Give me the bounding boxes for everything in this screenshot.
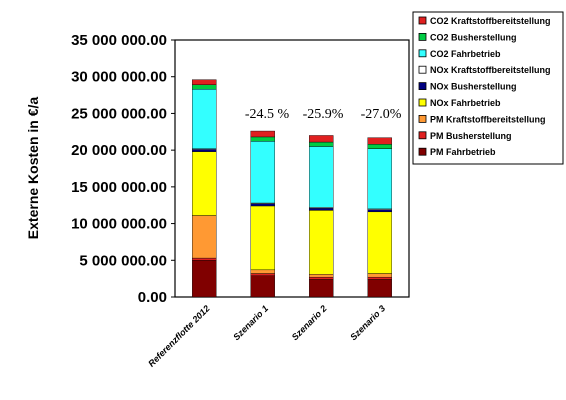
bar-segment <box>367 137 392 145</box>
legend-swatch <box>418 82 427 90</box>
legend-swatch <box>418 49 427 58</box>
bar-segment <box>192 257 217 261</box>
bar-segment <box>192 79 217 85</box>
x-tick-label: Szenario 1 <box>231 303 270 342</box>
y-tick-label: 30 000 000.00 <box>71 69 167 86</box>
legend-swatch <box>418 16 427 25</box>
bar-segment <box>367 276 392 280</box>
reduction-annotation: -25.9% <box>303 107 344 122</box>
bar-segment <box>250 141 275 204</box>
bar-segment <box>367 279 392 298</box>
bars <box>192 79 392 298</box>
bar-segment <box>250 136 275 142</box>
y-tick-label: 10 000 000.00 <box>71 216 167 233</box>
legend-label: NOx Fahrbetrieb <box>430 98 501 108</box>
legend-label: PM Busherstellung <box>430 131 512 141</box>
y-tick-label: 35 000 000.00 <box>71 32 167 49</box>
bar-segment <box>367 211 392 274</box>
bar-segment <box>250 275 275 298</box>
legend-label: CO2 Busherstellung <box>430 32 517 42</box>
legend-label: NOx Busherstellung <box>430 82 517 92</box>
y-tick-label: 15 000 000.00 <box>71 179 167 196</box>
legend-label: PM Fahrbetrieb <box>430 147 496 157</box>
y-axis-title-group: Externe Kosten in €/a <box>25 97 41 240</box>
legend-swatch <box>418 33 427 41</box>
y-tick-label: 25 000 000.00 <box>71 105 167 122</box>
legend-label: CO2 Fahrbetrieb <box>430 49 501 59</box>
bar-segment <box>309 274 334 278</box>
y-tick-label: 0.00 <box>138 289 167 306</box>
y-axis-ticks: 0.00 5 000 000.00 10 000 000.00 15 000 000.… <box>71 32 175 306</box>
bar-segment <box>309 146 334 208</box>
legend-label: PM Kraftstoffbereitstellung <box>430 114 546 124</box>
legend-label: CO2 Kraftstoffbereitstellung <box>430 16 551 26</box>
bar-segment <box>309 279 334 298</box>
reduction-annotation: -27.0% <box>361 107 402 122</box>
bar-segment <box>309 135 334 143</box>
legend-swatch <box>418 65 427 74</box>
bar-segment <box>367 273 392 278</box>
bar-segment <box>192 84 217 90</box>
y-tick-label: 5 000 000.00 <box>79 252 167 269</box>
legend-swatch <box>418 147 427 156</box>
x-tick-label: Szenario 2 <box>290 303 329 342</box>
bar-segment <box>250 273 275 276</box>
x-tick-label: Referenzflotte 2012 <box>146 303 211 368</box>
legend-swatch <box>418 115 427 123</box>
x-tick-label: Szenario 3 <box>348 303 387 342</box>
bar-segment <box>250 205 275 271</box>
bar-segment <box>192 151 217 216</box>
legend-swatch <box>418 131 427 140</box>
y-tick-label: 20 000 000.00 <box>71 142 167 159</box>
legend: CO2 Kraftstoffbereitstellung CO2 Busherst… <box>412 11 564 165</box>
bar-segment <box>192 88 217 149</box>
bar-segment <box>367 144 392 149</box>
bar-segment <box>367 148 392 210</box>
legend-box <box>412 11 564 165</box>
bar-segment <box>309 276 334 280</box>
annotations: -24.5 % -25.9% -27.0% <box>245 107 402 122</box>
bar-segment <box>192 260 217 298</box>
bar-segment <box>367 209 392 213</box>
y-axis-title: Externe Kosten in €/a <box>25 97 41 240</box>
bar-segment <box>250 203 275 207</box>
bar-segment <box>192 149 217 152</box>
legend-swatch <box>418 98 427 107</box>
reduction-annotation: -24.5 % <box>245 107 290 122</box>
bar-segment <box>309 141 334 147</box>
bar-segment <box>309 207 334 211</box>
x-axis-ticks: Referenzflotte 2012 Szenario 1 Szenario 2 S… <box>146 303 387 368</box>
bar-segment <box>309 210 334 275</box>
bar-segment <box>192 215 217 259</box>
bar-segment <box>250 269 275 274</box>
legend-label: NOx Kraftstoffbereitstellung <box>430 65 551 75</box>
bar-segment <box>250 130 275 138</box>
